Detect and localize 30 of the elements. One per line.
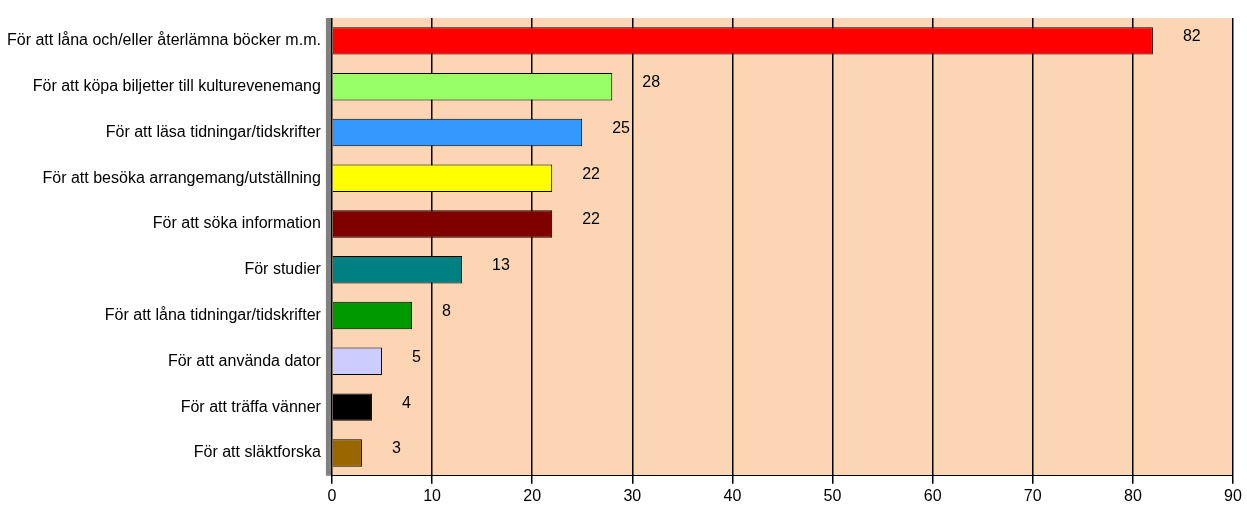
x-tick-label: 90 [1224,486,1242,504]
x-tick-label: 20 [523,486,542,504]
data-label: 22 [582,164,601,182]
x-tick-label: 70 [1023,486,1042,504]
data-label: 4 [401,393,411,411]
y-tick-label: För att låna och/eller återlämna böcker m.m. [7,31,321,49]
y-tick-label: För studier [244,260,322,278]
y-tick-label: För att släktforska [193,443,321,461]
data-label: 25 [612,118,631,136]
x-tick-label: 80 [1123,486,1142,504]
data-label: 22 [582,210,601,228]
y-tick-label: För att träffa vänner [180,397,322,415]
x-tick-label: 50 [823,486,842,504]
y-tick-label: För att söka information [152,214,321,232]
x-tick-label: 30 [623,486,642,504]
data-label: 8 [442,301,451,319]
data-label: 82 [1182,27,1201,45]
x-tick-label: 60 [923,486,942,504]
y-tick-label: För att besöka arrangemang/utställning [42,168,321,186]
data-label: 28 [642,73,661,91]
y-tick-label: För att använda dator [167,351,322,369]
x-tick-label: 40 [723,486,742,504]
data-label: 3 [391,439,401,457]
y-tick-label: För att köpa biljetter till kulturevenemang [32,77,321,95]
x-tick-label: 10 [423,486,442,504]
data-label: 5 [411,347,421,365]
y-tick-label: För att läsa tidningar/tidskrifter [105,122,322,140]
x-tick-label: 0 [327,486,337,504]
y-tick-label: För att låna tidningar/tidskrifter [104,305,322,323]
data-label: 13 [492,256,510,274]
